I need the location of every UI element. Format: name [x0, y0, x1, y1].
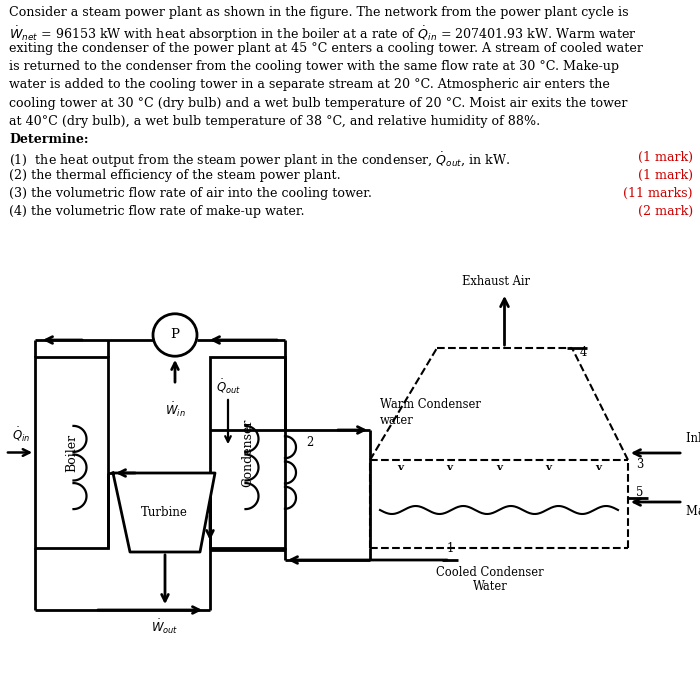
Text: exiting the condenser of the power plant at 45 °C enters a cooling tower. A stre: exiting the condenser of the power plant… — [9, 43, 643, 55]
Text: P: P — [171, 329, 179, 342]
Text: (2) the thermal efficiency of the steam power plant.: (2) the thermal efficiency of the steam … — [9, 169, 341, 182]
Text: Make-up Water: Make-up Water — [686, 506, 700, 518]
Text: 3: 3 — [636, 458, 643, 472]
Text: $\dot{W}_{in}$: $\dot{W}_{in}$ — [164, 400, 186, 418]
Text: at 40°C (dry bulb), a wet bulb temperature of 38 °C, and relative humidity of 88: at 40°C (dry bulb), a wet bulb temperatu… — [9, 115, 540, 128]
Text: v: v — [545, 464, 552, 472]
Text: (4) the volumetric flow rate of make-up water.: (4) the volumetric flow rate of make-up … — [9, 205, 304, 218]
Text: v: v — [496, 464, 502, 472]
Text: (1 mark): (1 mark) — [638, 151, 693, 164]
Bar — [35, 357, 108, 548]
Text: v: v — [447, 464, 452, 472]
Text: Boiler: Boiler — [65, 433, 78, 472]
Text: (3) the volumetric flow rate of air into the cooling tower.: (3) the volumetric flow rate of air into… — [9, 187, 372, 200]
Text: Warm Condenser: Warm Condenser — [380, 398, 481, 412]
Text: Condenser: Condenser — [241, 418, 254, 487]
Text: Water: Water — [473, 580, 508, 593]
Text: $\dot{Q}_{out}$: $\dot{Q}_{out}$ — [216, 378, 241, 396]
Text: 2: 2 — [307, 435, 314, 448]
Text: Inlet Air: Inlet Air — [686, 433, 700, 446]
Text: v: v — [397, 464, 403, 472]
Text: 1: 1 — [447, 541, 454, 554]
Text: $\dot{Q}_{in}$: $\dot{Q}_{in}$ — [12, 425, 30, 443]
Text: is returned to the condenser from the cooling tower with the same flow rate at 3: is returned to the condenser from the co… — [9, 60, 619, 74]
Text: 5: 5 — [636, 485, 643, 499]
Text: water is added to the cooling tower in a separate stream at 20 °C. Atmospheric a: water is added to the cooling tower in a… — [9, 78, 610, 91]
Polygon shape — [113, 473, 215, 552]
Text: (2 mark): (2 mark) — [638, 205, 693, 218]
Text: water: water — [380, 414, 414, 427]
Text: (1 mark): (1 mark) — [638, 169, 693, 182]
Text: cooling tower at 30 °C (dry bulb) and a wet bulb temperature of 20 °C. Moist air: cooling tower at 30 °C (dry bulb) and a … — [9, 97, 627, 109]
Text: $\dot{W}_{out}$: $\dot{W}_{out}$ — [151, 617, 178, 636]
Bar — [210, 357, 285, 548]
Circle shape — [153, 314, 197, 356]
Text: $\dot{W}_{net}$ = 96153 kW with heat absorption in the boiler at a rate of $\dot: $\dot{W}_{net}$ = 96153 kW with heat abs… — [9, 24, 637, 44]
Text: 4: 4 — [580, 346, 587, 360]
Text: Consider a steam power plant as shown in the figure. The network from the power : Consider a steam power plant as shown in… — [9, 6, 629, 19]
Text: v: v — [595, 464, 601, 472]
Text: Determine:: Determine: — [9, 133, 89, 146]
Text: (1)  the heat output from the steam power plant in the condenser, $\dot{Q}_{out}: (1) the heat output from the steam power… — [9, 151, 510, 170]
Text: Exhaust Air: Exhaust Air — [463, 275, 531, 288]
Text: (11 marks): (11 marks) — [624, 187, 693, 200]
Text: Cooled Condenser: Cooled Condenser — [436, 566, 544, 578]
Text: Turbine: Turbine — [141, 506, 188, 519]
